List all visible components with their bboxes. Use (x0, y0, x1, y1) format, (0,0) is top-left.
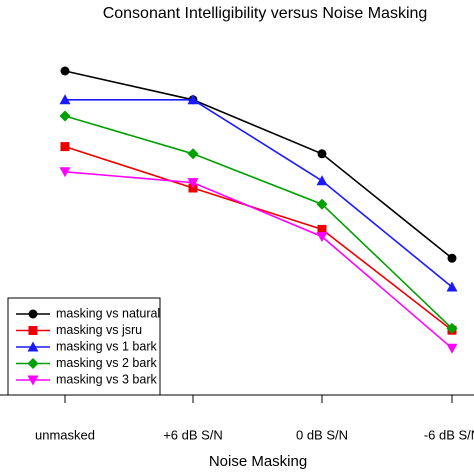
marker (316, 175, 328, 186)
marker (28, 326, 38, 335)
marker (28, 309, 38, 319)
marker (187, 148, 199, 160)
marker (59, 167, 71, 178)
marker (316, 198, 328, 210)
marker (446, 343, 458, 354)
series-line (64, 115, 453, 329)
marker (446, 322, 458, 334)
legend-label: masking vs jsru (56, 323, 142, 337)
marker (317, 224, 327, 234)
series-line (64, 171, 453, 349)
legend-label: masking vs 1 bark (56, 339, 157, 353)
marker (446, 281, 458, 292)
series-line (65, 99, 453, 288)
marker (187, 178, 199, 189)
series-line (64, 145, 453, 331)
marker (60, 142, 70, 152)
x-tick-label: unmasked (35, 427, 95, 442)
marker (27, 341, 39, 352)
marker (59, 110, 71, 122)
marker (59, 94, 71, 105)
legend-label: masking vs 3 bark (56, 372, 157, 386)
series-line (64, 70, 453, 259)
x-tick-label: -6 dB S/N (424, 427, 474, 442)
legend-label: masking vs 2 bark (56, 356, 157, 370)
marker (187, 94, 199, 105)
marker (27, 358, 39, 369)
marker (317, 149, 327, 159)
marker (447, 253, 457, 263)
chart-title: Consonant Intelligibility versus Noise M… (103, 5, 428, 22)
legend-label: masking vs natural (56, 306, 160, 320)
marker (27, 375, 39, 386)
x-tick-label: +6 dB S/N (163, 427, 223, 442)
marker (60, 66, 70, 76)
x-tick-label: 0 dB S/N (296, 427, 348, 442)
x-axis-title: Noise Masking (209, 453, 307, 470)
marker (316, 232, 328, 243)
